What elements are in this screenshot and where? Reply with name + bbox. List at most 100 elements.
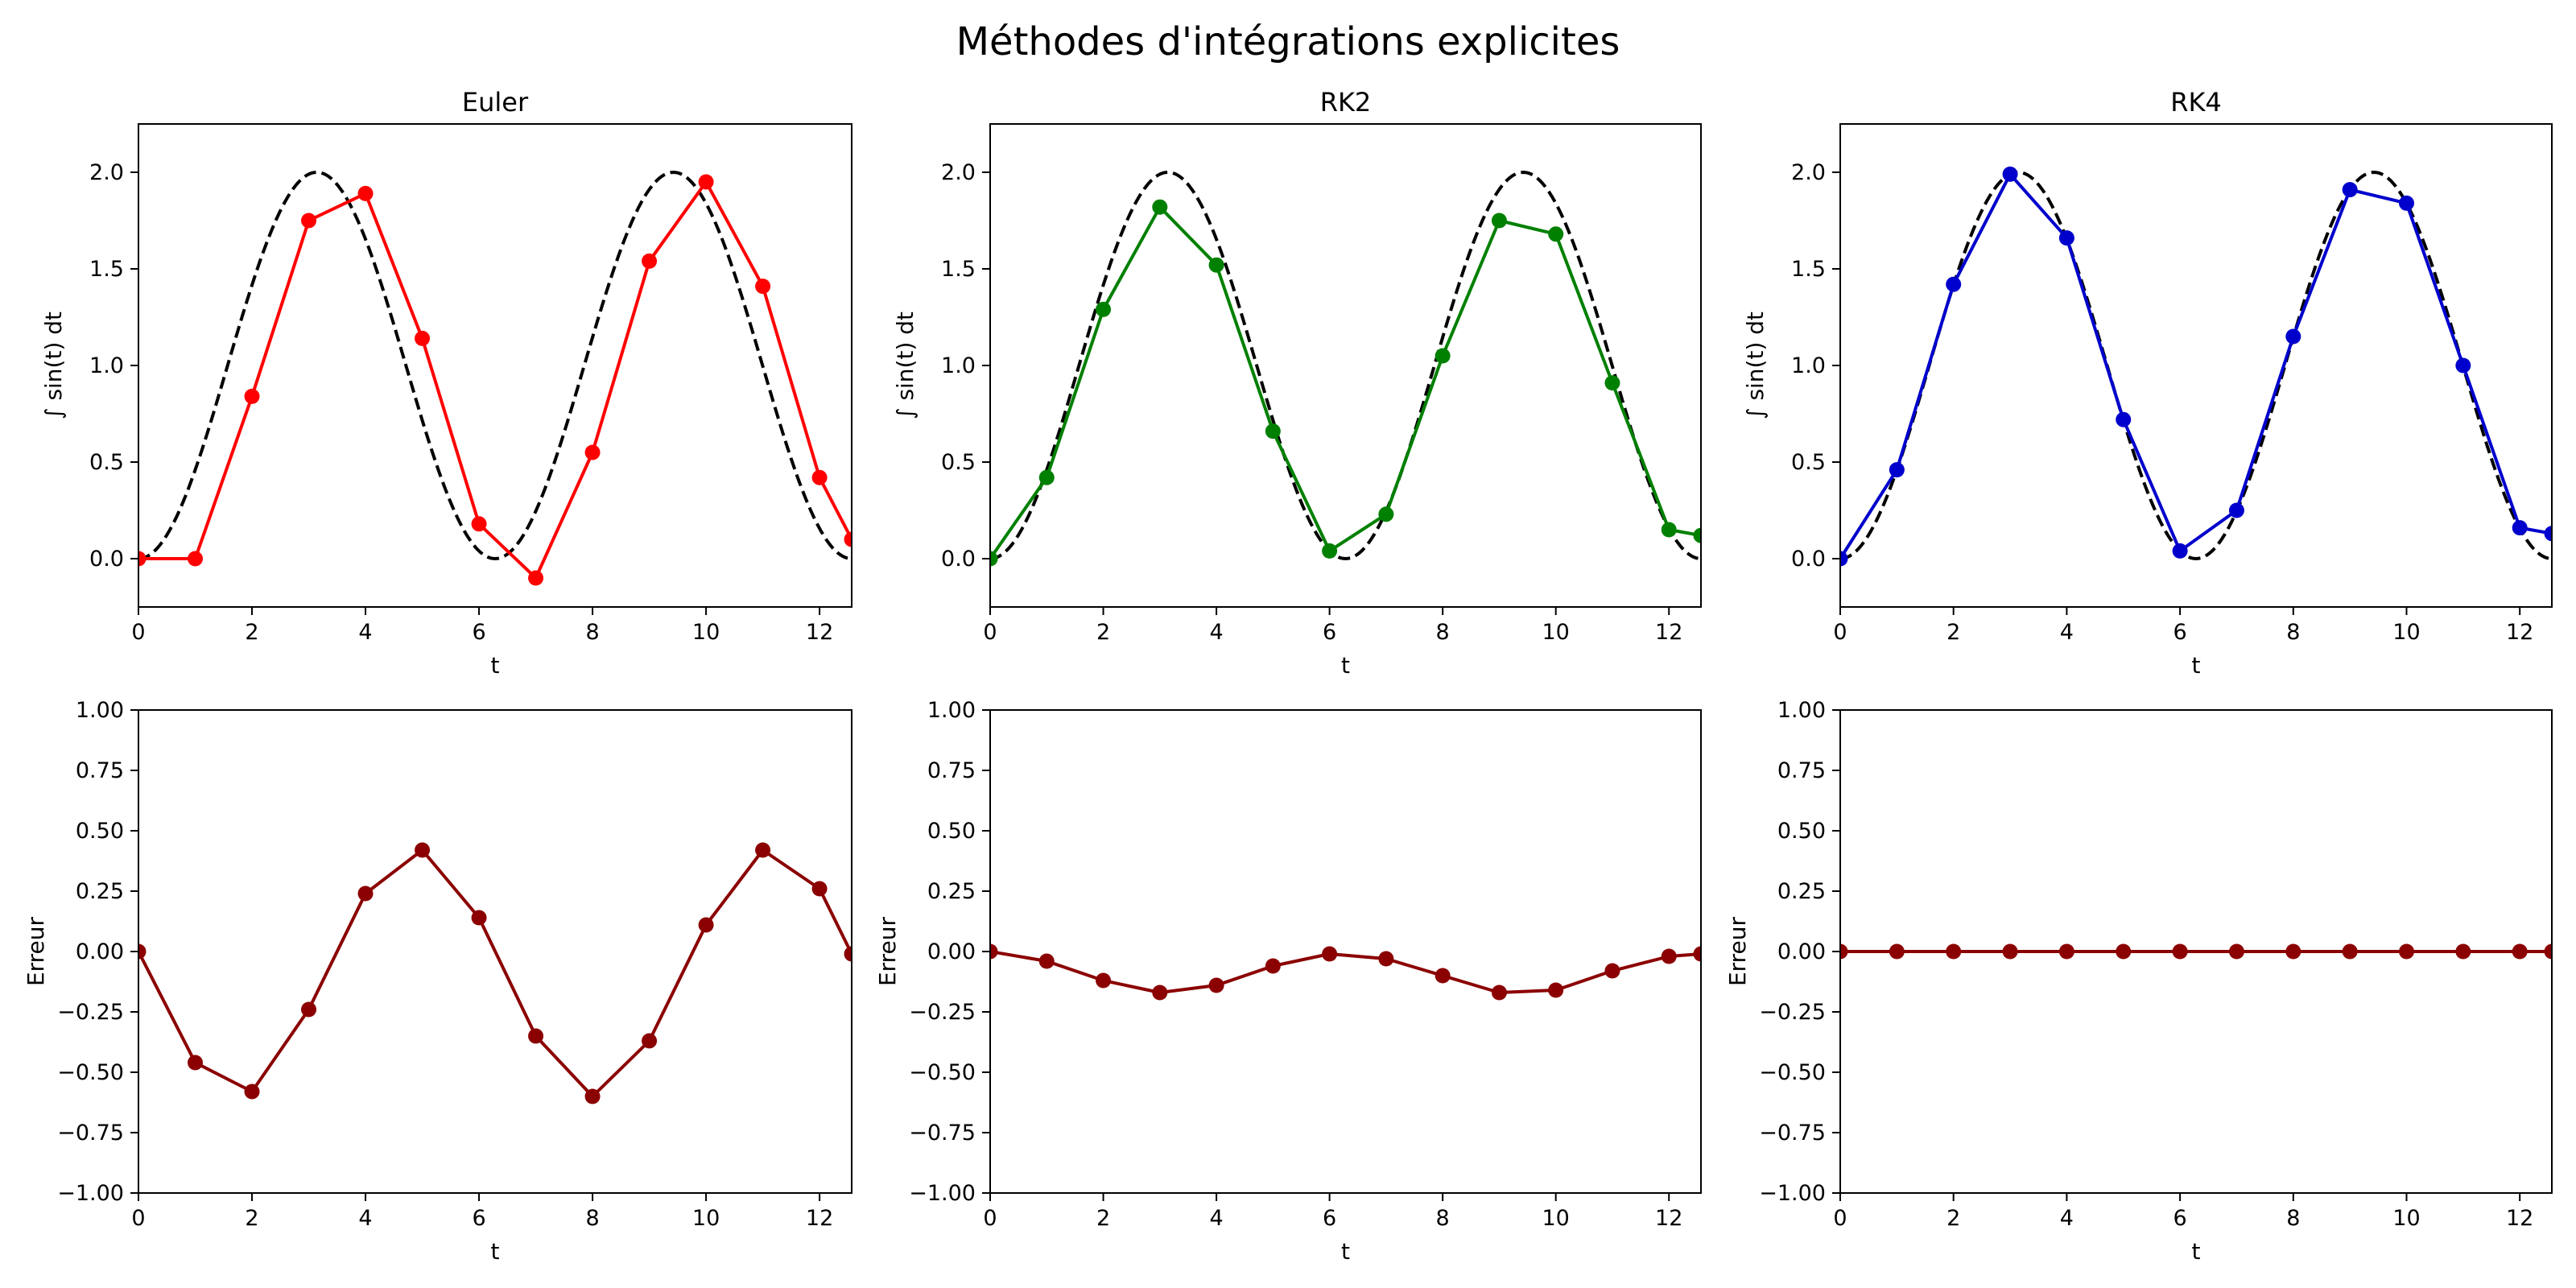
x-axis-label: t xyxy=(491,652,500,679)
x-tick-label: 10 xyxy=(2392,1206,2420,1231)
y-tick-label: 1.0 xyxy=(941,353,976,378)
data-point xyxy=(138,551,147,567)
data-point xyxy=(1693,527,1701,543)
panel-title: RK4 xyxy=(2170,87,2222,118)
data-point xyxy=(415,842,431,858)
y-tick-label: 0.5 xyxy=(941,450,976,475)
data-point xyxy=(1322,543,1338,559)
data-point xyxy=(1840,943,1848,960)
plot-area xyxy=(990,943,1701,1001)
data-point xyxy=(1604,963,1620,979)
data-point xyxy=(2285,943,2301,960)
x-tick-label: 0 xyxy=(131,620,145,645)
data-point xyxy=(642,253,658,269)
y-tick-label: 0.00 xyxy=(927,939,976,964)
y-tick-label: −0.25 xyxy=(1759,1000,1826,1025)
data-point xyxy=(1265,958,1281,974)
data-point xyxy=(2116,411,2132,427)
data-point xyxy=(1038,469,1055,485)
data-point xyxy=(1889,943,1905,960)
data-point xyxy=(844,531,852,547)
y-tick-label: 1.5 xyxy=(1791,257,1826,282)
data-point xyxy=(528,1028,544,1044)
data-point xyxy=(2116,943,2132,960)
data-point xyxy=(2002,166,2018,182)
data-point xyxy=(244,1084,260,1100)
x-tick-label: 2 xyxy=(1946,620,1960,645)
x-tick-label: 6 xyxy=(1323,620,1336,645)
y-tick-label: 0.0 xyxy=(1791,547,1826,572)
data-point xyxy=(2172,543,2188,559)
y-tick-label: −0.25 xyxy=(57,1000,124,1025)
x-tick-label: 2 xyxy=(245,1206,258,1231)
data-point xyxy=(1548,226,1564,242)
y-tick-label: 0.5 xyxy=(1791,450,1826,475)
x-tick-label: 8 xyxy=(2286,1206,2300,1231)
data-point xyxy=(1548,982,1564,998)
x-tick-label: 12 xyxy=(2506,620,2533,645)
data-point xyxy=(1946,943,1962,960)
data-point xyxy=(1265,423,1281,440)
y-tick-label: −1.00 xyxy=(909,1181,976,1206)
x-tick-label: 6 xyxy=(1323,1206,1336,1231)
y-tick-label: −0.50 xyxy=(1759,1060,1826,1085)
data-point xyxy=(357,185,374,201)
data-point xyxy=(188,551,204,567)
data-point xyxy=(1378,506,1394,522)
data-point xyxy=(357,886,374,902)
panel-title: RK2 xyxy=(1320,87,1372,118)
y-tick-label: −1.00 xyxy=(1759,1181,1826,1206)
data-point xyxy=(188,1055,204,1071)
data-point xyxy=(1946,276,1962,292)
data-point xyxy=(2342,943,2358,960)
panel-1: 0 2 4 6 8 10 12 0.0 0.5 1.0 1.5 2.0 Euler t ∫ sin(t) d… xyxy=(40,87,852,679)
data-point xyxy=(301,1001,317,1018)
x-tick-label: 2 xyxy=(1946,1206,1960,1231)
y-tick-label: 0.50 xyxy=(927,819,976,844)
data-point xyxy=(2228,943,2244,960)
y-tick-label: 0.50 xyxy=(1777,819,1826,844)
data-point xyxy=(138,943,147,960)
data-point xyxy=(471,516,487,532)
y-tick-label: 0.50 xyxy=(76,819,124,844)
x-tick-label: 2 xyxy=(245,620,258,645)
data-point xyxy=(811,469,828,485)
data-point xyxy=(2058,943,2074,960)
data-point xyxy=(1038,953,1055,969)
plot-area xyxy=(1840,943,2552,960)
y-tick-label: 0.00 xyxy=(76,939,124,964)
data-point xyxy=(1378,951,1394,967)
x-tick-label: 6 xyxy=(2173,1206,2186,1231)
x-tick-label: 6 xyxy=(472,620,485,645)
reference-curve xyxy=(1840,170,2552,561)
y-tick-label: −0.75 xyxy=(57,1121,124,1146)
data-point xyxy=(1096,972,1112,989)
data-point xyxy=(1435,348,1451,364)
x-tick-label: 8 xyxy=(1436,1206,1450,1231)
data-point xyxy=(301,213,317,229)
data-point xyxy=(244,388,260,404)
y-axis-label: Erreur xyxy=(874,916,901,986)
y-tick-label: 0.25 xyxy=(76,879,124,904)
series-line xyxy=(138,180,852,580)
series-line xyxy=(990,950,1701,994)
y-tick-label: −1.00 xyxy=(57,1181,124,1206)
x-tick-label: 12 xyxy=(806,620,833,645)
x-tick-label: 2 xyxy=(1096,1206,1110,1231)
x-tick-label: 10 xyxy=(2392,620,2420,645)
x-tick-label: 6 xyxy=(472,1206,485,1231)
data-point xyxy=(2512,520,2528,536)
y-tick-label: 0.75 xyxy=(927,758,976,783)
data-point xyxy=(471,910,487,926)
y-axis-label: Erreur xyxy=(23,916,49,986)
y-tick-label: 0.75 xyxy=(1777,758,1826,783)
y-tick-label: 0.5 xyxy=(89,450,124,475)
x-tick-label: 12 xyxy=(806,1206,833,1231)
x-tick-label: 4 xyxy=(1209,620,1223,645)
x-tick-label: 8 xyxy=(585,620,599,645)
reference-curve xyxy=(990,170,1701,561)
reference-curve xyxy=(138,170,852,561)
data-point xyxy=(1491,213,1507,229)
x-tick-label: 4 xyxy=(2060,1206,2074,1231)
data-point xyxy=(1096,301,1112,317)
